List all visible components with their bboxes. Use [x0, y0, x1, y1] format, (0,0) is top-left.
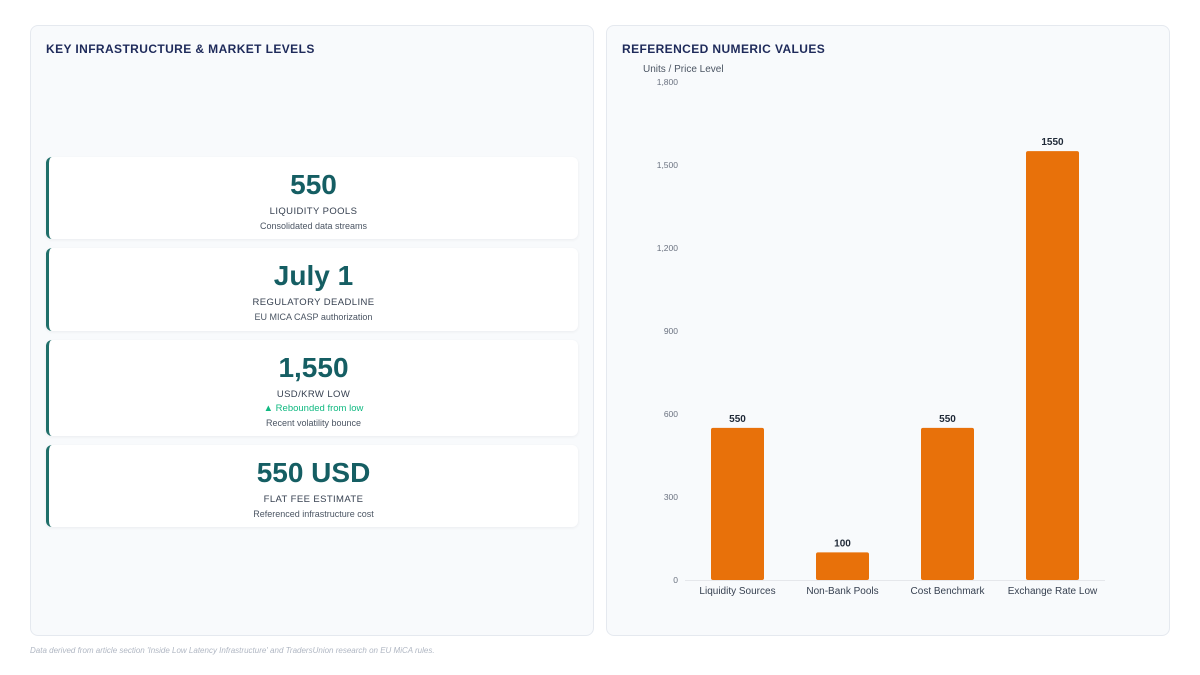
y-tick-label: 600 — [664, 409, 678, 419]
metric-label: REGULATORY DEADLINE — [252, 297, 375, 308]
y-tick-label: 0 — [673, 575, 678, 585]
metric-card-liquidity-pools: 550 LIQUIDITY POOLS Consolidated data st… — [46, 157, 578, 239]
metric-change-indicator: ▲ Rebounded from low — [263, 403, 364, 414]
bar-data-label: 100 — [834, 538, 851, 549]
y-tick-label: 1,800 — [657, 77, 679, 87]
metric-subtext: Consolidated data streams — [259, 221, 368, 231]
bar — [816, 552, 869, 580]
metrics-panel: KEY INFRASTRUCTURE & MARKET LEVELS 550 L… — [30, 25, 594, 636]
metric-card-list: 550 LIQUIDITY POOLS Consolidated data st… — [46, 157, 578, 536]
bar-data-label: 550 — [729, 414, 746, 425]
metric-label: FLAT FEE ESTIMATE — [263, 494, 364, 505]
metrics-panel-title: KEY INFRASTRUCTURE & MARKET LEVELS — [46, 42, 315, 56]
y-tick-label: 900 — [664, 326, 678, 336]
bar — [921, 427, 974, 580]
bar — [711, 427, 764, 580]
metric-card-usd-krw-low: 1,550 USD/KRW LOW ▲ Rebounded from low R… — [46, 340, 578, 436]
metric-value: July 1 — [273, 260, 354, 291]
y-tick-label: 1,200 — [657, 243, 679, 253]
x-tick-label: Liquidity Sources — [699, 586, 775, 597]
metric-card-flat-fee: 550 USD FLAT FEE ESTIMATE Referenced inf… — [46, 445, 578, 527]
y-axis-label: Units / Price Level — [643, 64, 724, 75]
chart-panel: REFERENCED NUMERIC VALUES Units / Price … — [606, 25, 1170, 636]
metric-label: USD/KRW LOW — [276, 389, 351, 400]
y-tick-label: 300 — [664, 492, 678, 502]
metric-subtext: EU MICA CASP authorization — [254, 312, 373, 322]
footnote: Data derived from article section 'Insid… — [30, 646, 435, 655]
x-tick-label: Non-Bank Pools — [806, 586, 878, 597]
bar — [1026, 151, 1079, 580]
bar-data-label: 1550 — [1041, 137, 1064, 148]
bar-chart: Units / Price Level 0 300 600 900 1,200 1,500 1… — [643, 64, 1105, 597]
metric-subtext: Recent volatility bounce — [265, 418, 362, 428]
metric-value: 550 — [290, 169, 337, 200]
x-tick-label: Exchange Rate Low — [1008, 586, 1098, 597]
metric-label: LIQUIDITY POOLS — [269, 206, 358, 217]
metric-value: 550 USD — [256, 457, 371, 488]
metric-subtext: Referenced infrastructure cost — [253, 509, 374, 519]
bar-data-label: 550 — [939, 414, 956, 425]
y-tick-label: 1,500 — [657, 160, 679, 170]
metric-card-regulatory-deadline: July 1 REGULATORY DEADLINE EU MICA CASP … — [46, 248, 578, 331]
x-tick-label: Cost Benchmark — [911, 586, 986, 597]
chart-panel-title: REFERENCED NUMERIC VALUES — [622, 42, 826, 56]
metric-value: 1,550 — [278, 352, 349, 383]
